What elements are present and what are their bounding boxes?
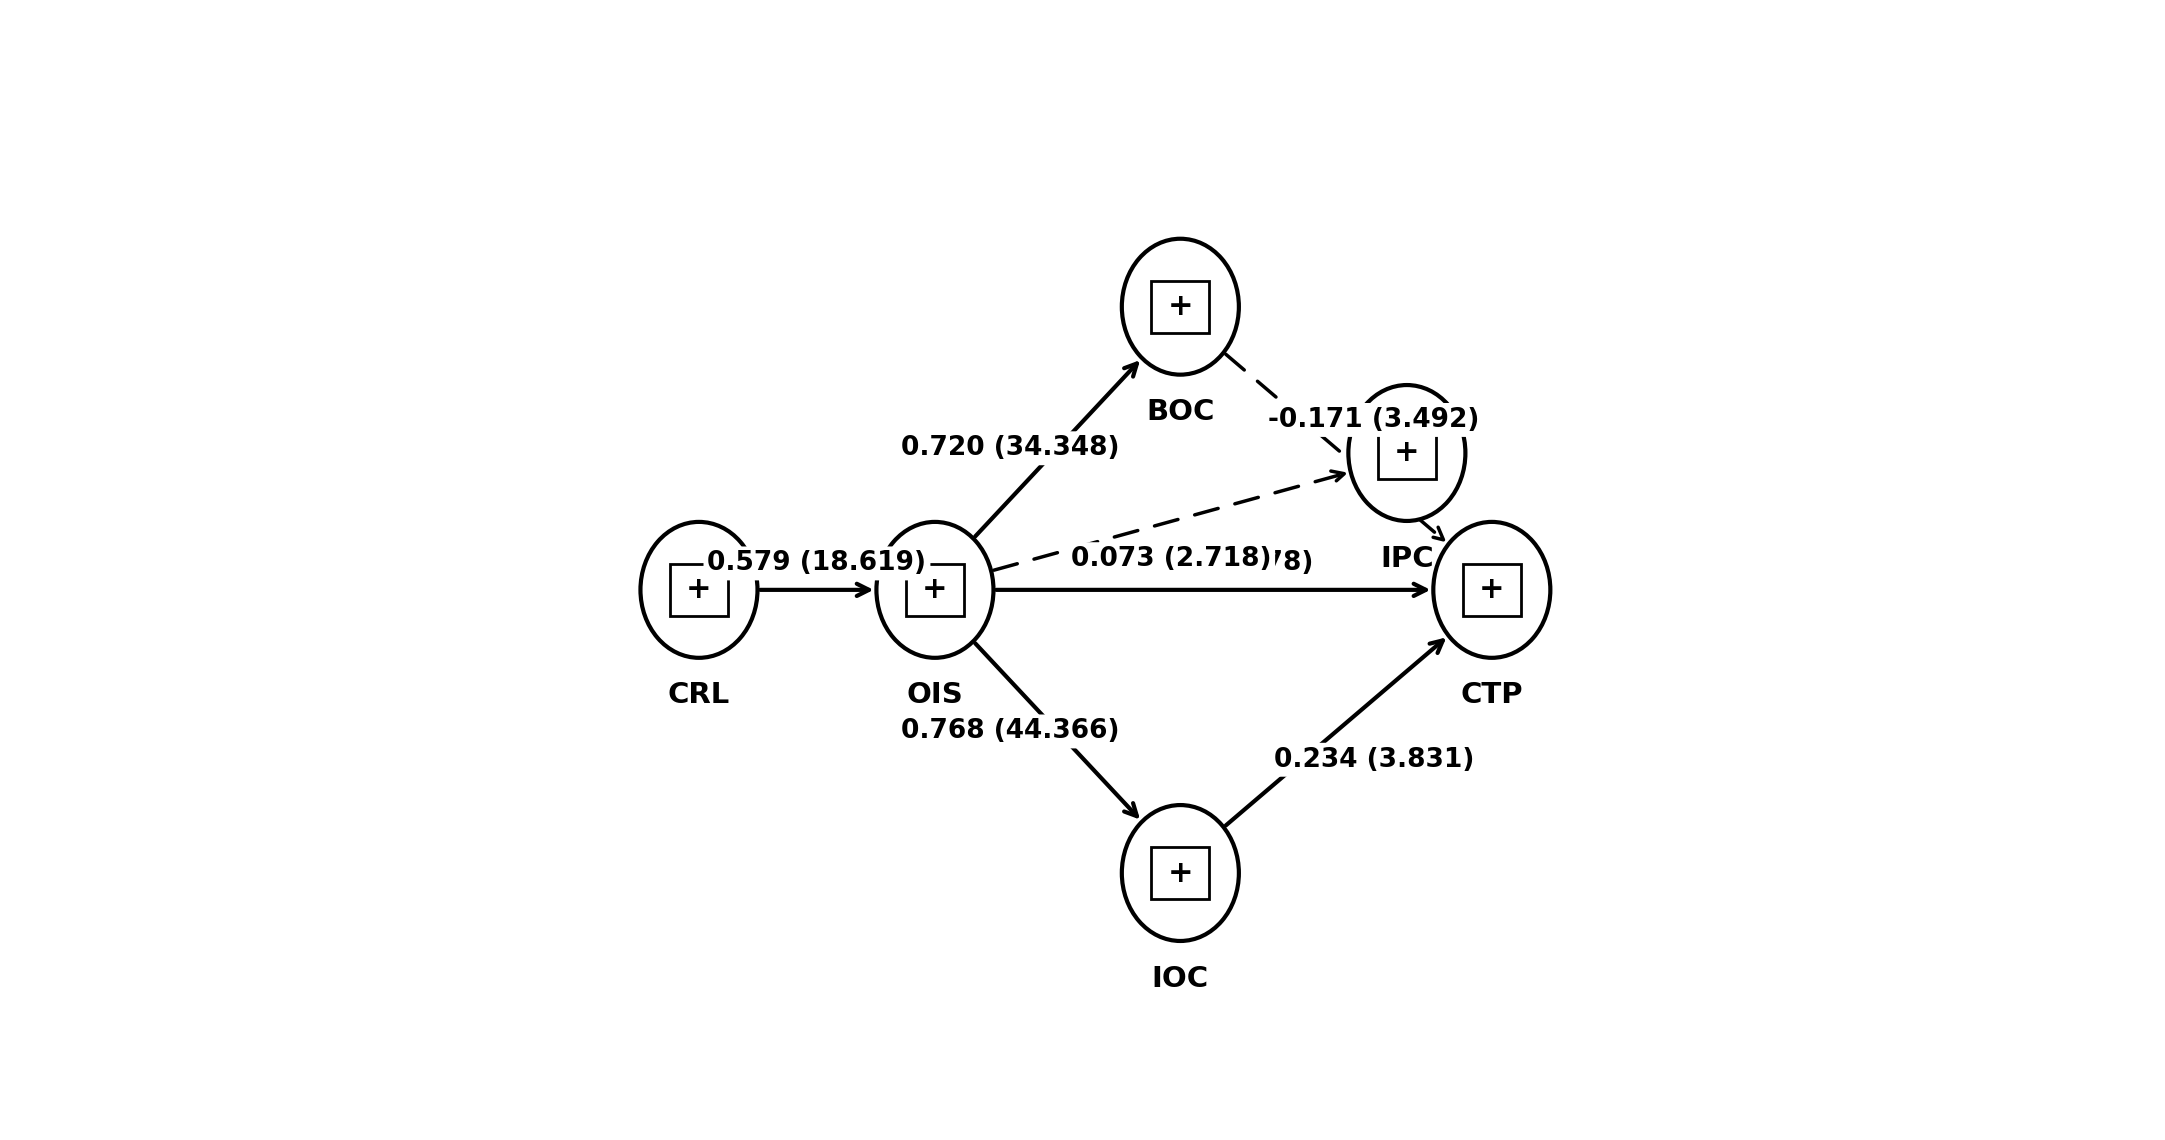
- Text: 0.579 (18.619): 0.579 (18.619): [708, 551, 927, 577]
- FancyArrowPatch shape: [1225, 355, 1444, 540]
- Text: +: +: [686, 576, 712, 604]
- FancyArrowPatch shape: [994, 471, 1344, 570]
- Text: 0.768 (44.366): 0.768 (44.366): [901, 718, 1119, 744]
- Bar: [1377, 428, 1435, 479]
- Text: +: +: [1167, 292, 1193, 321]
- Text: 0.234 (3.831): 0.234 (3.831): [1273, 747, 1474, 773]
- Ellipse shape: [877, 522, 994, 658]
- Ellipse shape: [641, 522, 758, 658]
- Ellipse shape: [1433, 522, 1550, 658]
- FancyArrowPatch shape: [974, 364, 1137, 537]
- Text: 0.720 (34.348): 0.720 (34.348): [901, 435, 1119, 462]
- Ellipse shape: [1121, 238, 1238, 375]
- Bar: [1152, 847, 1210, 899]
- Text: OIS: OIS: [907, 682, 963, 709]
- Bar: [1152, 280, 1210, 333]
- FancyArrowPatch shape: [996, 584, 1427, 596]
- Ellipse shape: [1121, 805, 1238, 940]
- Text: IPC: IPC: [1379, 545, 1433, 572]
- Ellipse shape: [1349, 385, 1466, 521]
- Bar: [669, 564, 727, 616]
- Text: CRL: CRL: [667, 682, 730, 709]
- Text: +: +: [922, 576, 948, 604]
- Text: +: +: [1479, 576, 1505, 604]
- Text: +: +: [1394, 439, 1420, 467]
- Bar: [905, 564, 963, 616]
- Text: IOC: IOC: [1152, 964, 1208, 993]
- Bar: [1464, 564, 1520, 616]
- FancyArrowPatch shape: [974, 643, 1137, 816]
- FancyArrowPatch shape: [760, 584, 868, 596]
- FancyArrowPatch shape: [1225, 641, 1442, 825]
- Text: -0.171 (3.492): -0.171 (3.492): [1269, 407, 1479, 433]
- Text: CTP: CTP: [1461, 682, 1524, 709]
- Text: 0.124 (2.278): 0.124 (2.278): [1113, 551, 1314, 577]
- Text: 0.073 (2.718): 0.073 (2.718): [1072, 546, 1271, 572]
- Text: BOC: BOC: [1145, 398, 1215, 426]
- Text: +: +: [1167, 858, 1193, 888]
